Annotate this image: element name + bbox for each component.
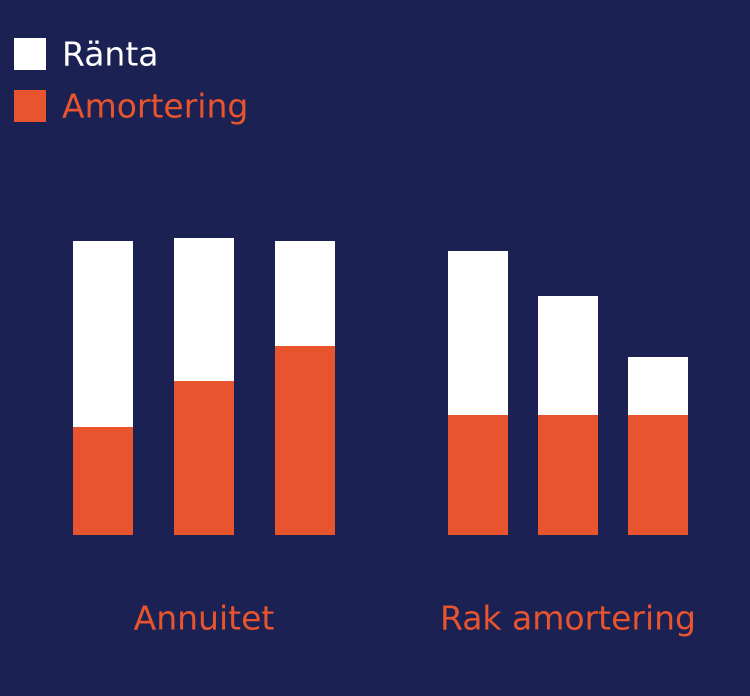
bar-segment xyxy=(73,427,133,535)
legend-label: Ränta xyxy=(62,35,159,74)
group-label: Annuitet xyxy=(134,599,275,638)
bar-segment xyxy=(275,346,335,535)
bar-segment xyxy=(174,381,234,535)
group-label: Rak amortering xyxy=(440,599,696,638)
bar-segment xyxy=(448,415,508,535)
legend-swatch xyxy=(14,38,46,70)
legend-swatch xyxy=(14,90,46,122)
bar-segment xyxy=(73,241,133,427)
bar-segment xyxy=(275,241,335,346)
bar-segment xyxy=(538,296,598,415)
bar-segment xyxy=(448,251,508,415)
bar-segment xyxy=(174,238,234,381)
bar-segment xyxy=(628,357,688,415)
bar-segment xyxy=(538,415,598,535)
legend-label: Amortering xyxy=(62,87,248,126)
bar-segment xyxy=(628,415,688,535)
